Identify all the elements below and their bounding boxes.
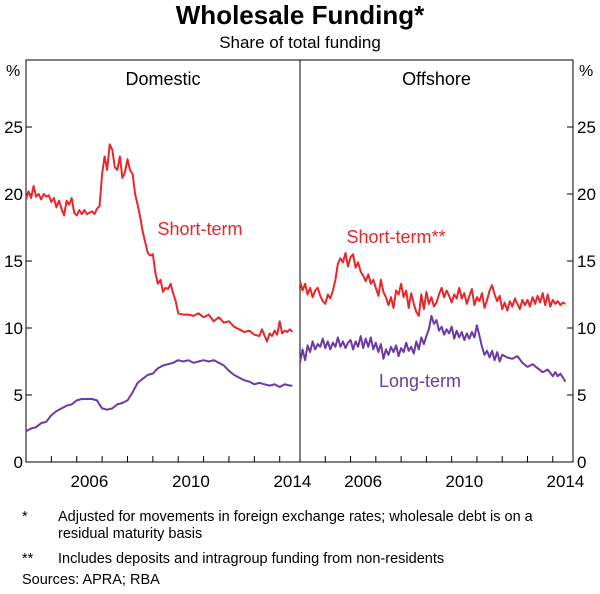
x-tick-label: 2006 [344, 472, 382, 491]
y-tick-label-right: 0 [577, 453, 586, 472]
y-tick-label-right: 10 [577, 319, 596, 338]
y-tick-label-right: 15 [577, 252, 596, 271]
y-axis-unit-left: % [6, 63, 20, 80]
x-tick-label: 2010 [445, 472, 483, 491]
footnote-1-text: Adjusted for movements in foreign exchan… [58, 509, 533, 542]
y-tick-label-right: 20 [577, 185, 596, 204]
chart-area: 0 0 5 5 10 10 15 15 20 20 25 25% % Domestic 2006 2010 20… [4, 59, 596, 491]
panel-title: Offshore [402, 69, 471, 89]
panel-title: Domestic [125, 69, 200, 89]
y-tick-label-left: 15 [4, 252, 23, 271]
footnote-1-mark: * [22, 509, 28, 525]
series-line-short-term [25, 143, 294, 343]
series-line-short-term [299, 252, 566, 317]
chart-title: Wholesale Funding* [175, 0, 425, 30]
y-tick-label-left: 0 [14, 453, 23, 472]
x-tick-label: 2014 [547, 472, 585, 491]
series-line-long-term [299, 314, 567, 383]
sources-note: Sources: APRA; RBA [22, 572, 160, 588]
y-axis-unit-right: % [579, 63, 593, 80]
y-tick-label-left: 10 [4, 319, 23, 338]
y-tick-label-right: 5 [577, 386, 586, 405]
footnote-2-mark: ** [22, 551, 34, 567]
footnote-2-text: Includes deposits and intragroup funding… [58, 551, 445, 567]
chart-subtitle: Share of total funding [219, 33, 381, 52]
x-tick-label: 2006 [71, 472, 109, 491]
y-tick-label-right: 25 [577, 118, 596, 137]
y-tick-label-left: 25 [4, 118, 23, 137]
series-label: Short-term [157, 219, 242, 239]
series-line-long-term [25, 359, 293, 433]
series-label: Short-term** [346, 227, 445, 247]
y-tick-label-left: 5 [14, 386, 23, 405]
y-tick-label-left: 20 [4, 185, 23, 204]
x-tick-label: 2014 [273, 472, 311, 491]
series-label: Long-term [379, 371, 461, 391]
x-tick-label: 2010 [172, 472, 210, 491]
